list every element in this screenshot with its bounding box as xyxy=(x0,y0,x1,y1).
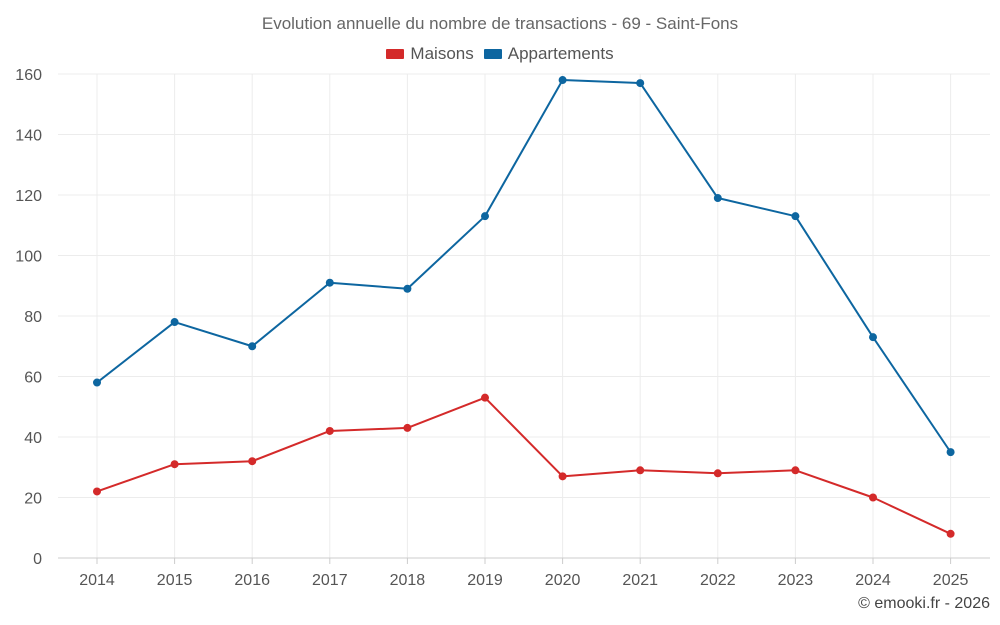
data-point-appartements xyxy=(946,448,955,457)
y-tick-label: 80 xyxy=(24,309,42,326)
x-tick-label: 2017 xyxy=(312,572,348,589)
x-tick-label: 2014 xyxy=(79,572,115,589)
data-point-appartements xyxy=(869,333,877,342)
data-point-maisons xyxy=(558,472,567,481)
data-point-maisons xyxy=(713,469,722,478)
data-point-maisons xyxy=(481,393,489,402)
data-point-maisons xyxy=(403,423,412,432)
grid-lines xyxy=(58,73,990,558)
legend-item-appartements[interactable]: Appartements xyxy=(483,44,614,64)
x-tick-label: 2020 xyxy=(545,572,581,589)
y-tick-label: 100 xyxy=(15,249,42,266)
data-point-appartements xyxy=(248,342,257,351)
data-point-maisons xyxy=(93,487,101,496)
legend: Maisons Appartements xyxy=(0,44,1000,64)
data-point-maisons xyxy=(170,460,179,469)
data-point-appartements xyxy=(170,318,179,327)
data-point-appartements xyxy=(558,76,567,85)
data-point-maisons xyxy=(636,466,645,475)
series-maisons xyxy=(93,393,955,538)
x-tick-label: 2018 xyxy=(390,572,426,589)
series-layer xyxy=(93,76,955,538)
data-point-appartements xyxy=(93,378,101,387)
data-point-maisons xyxy=(869,493,877,502)
data-point-maisons xyxy=(248,457,257,466)
x-tick-label: 2016 xyxy=(234,572,270,589)
data-point-appartements xyxy=(325,278,334,287)
axes xyxy=(58,557,990,564)
tick-labels: 0 20 40 60 80 100 120 140 160 2014 2015 2016 2017 201… xyxy=(15,67,968,589)
y-tick-label: 160 xyxy=(15,67,42,84)
x-tick-label: 2019 xyxy=(467,572,503,589)
y-tick-label: 40 xyxy=(24,430,42,447)
data-point-maisons xyxy=(325,426,334,435)
data-point-appartements xyxy=(791,212,800,221)
series-appartements xyxy=(93,76,955,457)
chart-title: Evolution annuelle du nombre de transact… xyxy=(261,14,739,33)
data-point-appartements xyxy=(713,194,722,203)
legend-swatch-appartements xyxy=(483,49,502,59)
series-line-maisons xyxy=(96,396,952,535)
x-tick-label: 2025 xyxy=(933,572,969,589)
legend-item-maisons[interactable]: Maisons xyxy=(386,44,474,64)
data-point-appartements xyxy=(403,284,412,293)
credit-text: © emooki.fr - 2026 xyxy=(858,595,990,612)
series-line-appartements xyxy=(96,79,952,453)
y-tick-label: 140 xyxy=(15,128,42,145)
data-point-appartements xyxy=(481,212,489,221)
x-tick-label: 2022 xyxy=(700,572,736,589)
legend-label-maisons: Maisons xyxy=(410,44,474,63)
y-tick-label: 120 xyxy=(15,188,42,205)
x-tick-label: 2023 xyxy=(778,572,814,589)
data-point-maisons xyxy=(946,529,955,538)
data-point-appartements xyxy=(636,79,645,88)
x-tick-label: 2015 xyxy=(157,572,193,589)
data-point-maisons xyxy=(791,466,800,475)
legend-label-appartements: Appartements xyxy=(507,44,614,63)
x-tick-label: 2021 xyxy=(622,572,658,589)
y-tick-label: 20 xyxy=(24,491,42,508)
legend-swatch-maisons xyxy=(386,49,405,59)
y-tick-label: 0 xyxy=(33,551,42,568)
x-tick-label: 2024 xyxy=(855,572,891,589)
y-tick-label: 60 xyxy=(24,370,42,387)
